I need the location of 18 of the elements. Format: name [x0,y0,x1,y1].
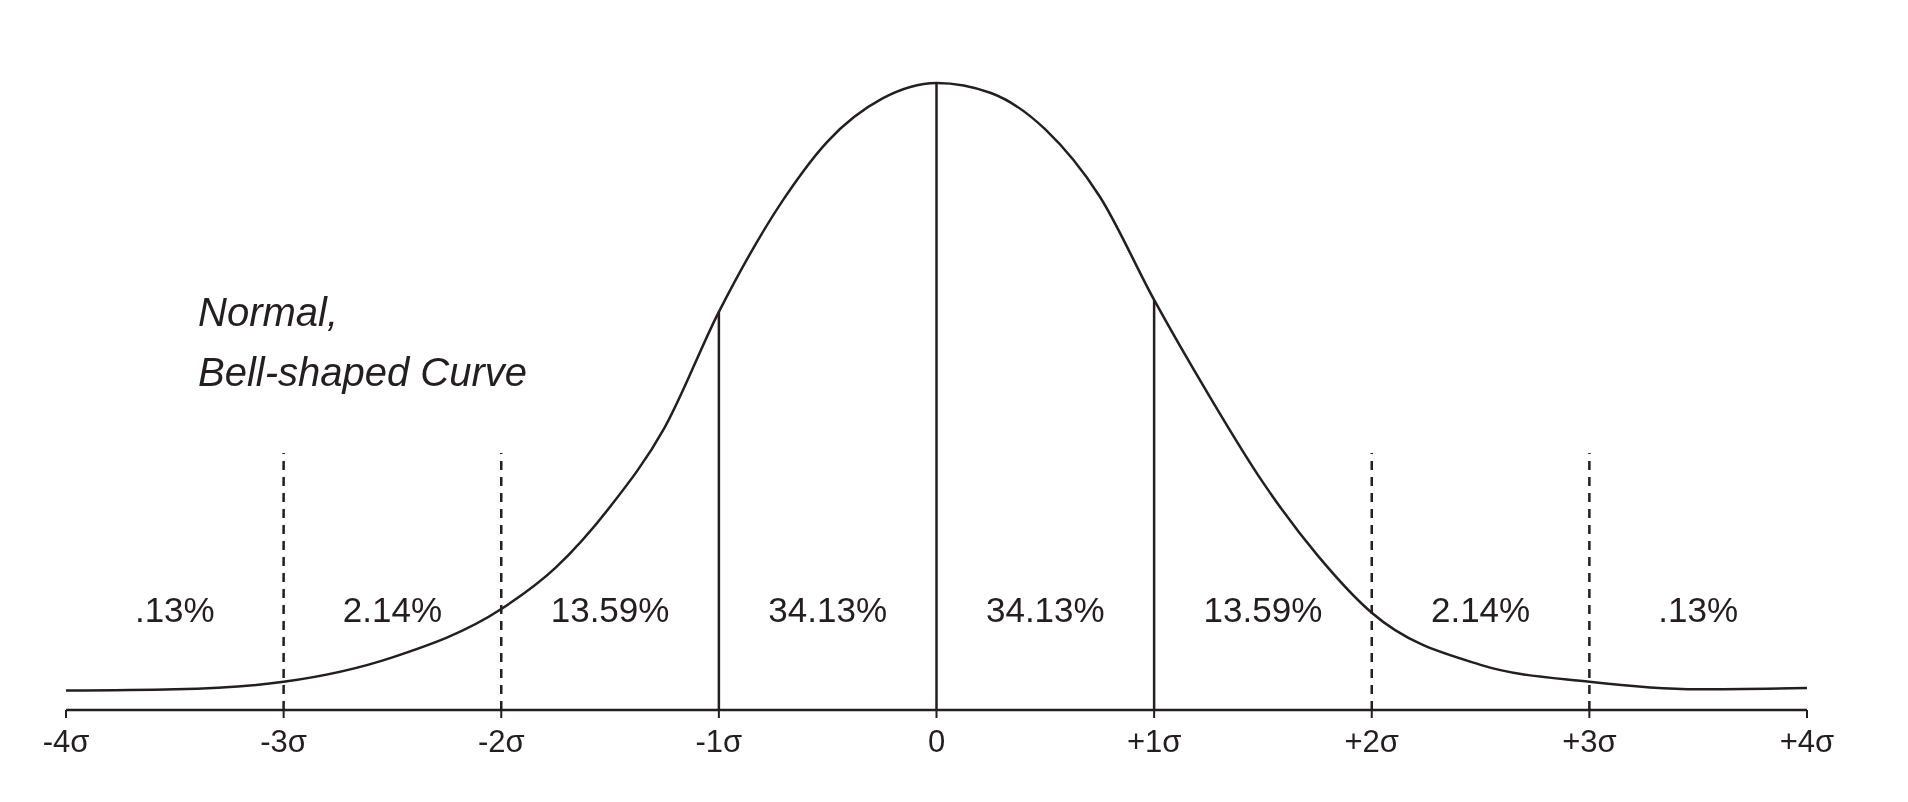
x-tick-label: -2σ [477,724,525,759]
x-tick-label: +3σ [1562,724,1617,759]
x-tick-label: -3σ [260,724,307,759]
x-tick-label: +4σ [1779,724,1835,759]
annotation: .13% [1658,589,1739,629]
x-tick-label: +1σ [1126,724,1182,759]
x-tick-label: +2σ [1344,724,1399,759]
x-tick-label: -4σ [42,724,90,759]
x-tick-label: 0 [927,724,946,759]
x-tick-label: -1σ [695,724,743,759]
annotation: 34.13% [768,589,888,629]
annotation: .13% [134,589,215,629]
annotation: 13.59% [1203,589,1323,629]
annotation: 2.14% [1430,589,1531,629]
annotation: 13.59% [550,589,670,629]
annotation: Normal, Bell-shaped Curve [198,290,528,394]
annotation: 2.14% [342,589,443,629]
annotation: 34.13% [985,589,1105,629]
